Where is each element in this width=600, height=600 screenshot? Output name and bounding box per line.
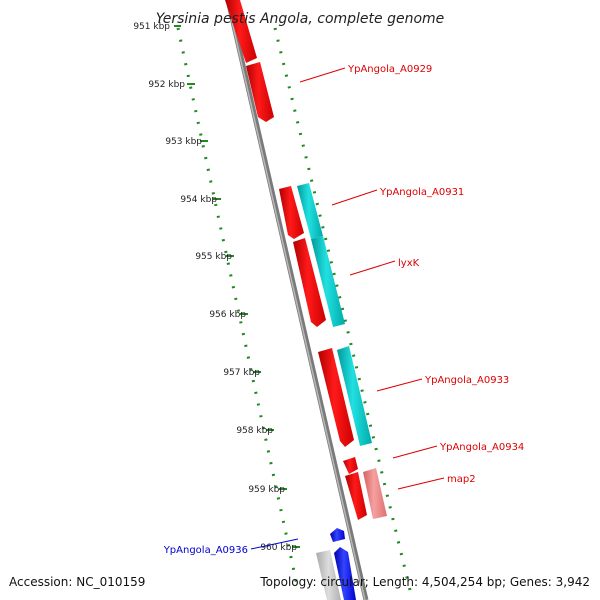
gene-label[interactable]: map2 xyxy=(447,474,476,485)
tick-label: 954 kbp xyxy=(180,195,217,205)
gene-arrow[interactable] xyxy=(293,238,326,327)
tick-label: 952 kbp xyxy=(148,80,185,90)
tick-label: 960 kbp xyxy=(260,543,297,553)
tick-labels: 951 kbp 952 kbp 953 kbp 954 kbp 955 kbp … xyxy=(133,22,297,553)
gene-features xyxy=(225,0,387,600)
gene-arrow[interactable] xyxy=(225,0,257,63)
gene-label[interactable]: YpAngola_A0933 xyxy=(424,375,509,386)
tick-label: 953 kbp xyxy=(165,137,202,147)
topology-text: Topology: circular; Length: 4,504,254 bp… xyxy=(259,575,590,589)
tick-label: 956 kbp xyxy=(209,310,246,320)
gene-arrow[interactable] xyxy=(316,550,341,600)
gene-arrow[interactable] xyxy=(279,186,304,239)
gene-label[interactable]: YpAngola_A0934 xyxy=(439,442,524,453)
gene-label[interactable]: YpAngola_A0931 xyxy=(379,187,464,198)
gene-arrow[interactable] xyxy=(334,547,356,600)
map-title: Yersinia pestis Angola, complete genome xyxy=(156,11,445,27)
tick-label: 955 kbp xyxy=(195,252,232,262)
tick-label: 951 kbp xyxy=(133,22,170,32)
gene-arrow[interactable] xyxy=(343,457,358,474)
axis-ticks xyxy=(174,25,300,548)
tick-label: 959 kbp xyxy=(248,485,285,495)
tick-label: 957 kbp xyxy=(223,368,260,378)
pseudo-gene[interactable] xyxy=(363,468,387,519)
accession-text: Accession: NC_010159 xyxy=(9,575,145,589)
gene-label[interactable]: YpAngola_A0929 xyxy=(347,64,432,75)
tick-label: 958 kbp xyxy=(236,426,273,436)
gene-label[interactable]: YpAngola_A0936 xyxy=(163,545,248,556)
rna-feature[interactable] xyxy=(297,183,323,239)
gene-arrow[interactable] xyxy=(330,528,345,542)
backbone xyxy=(225,0,369,600)
label-leaders xyxy=(250,67,445,550)
gene-arrow[interactable] xyxy=(345,472,367,520)
slot-borders xyxy=(176,27,412,591)
rna-feature[interactable] xyxy=(337,346,372,446)
rna-feature[interactable] xyxy=(311,236,345,327)
gene-arrow[interactable] xyxy=(318,348,354,447)
gene-labels: YpAngola_A0929 YpAngola_A0931 lyxK YpAng… xyxy=(163,64,525,556)
gene-arrow[interactable] xyxy=(246,62,274,122)
gene-label[interactable]: lyxK xyxy=(398,258,420,269)
